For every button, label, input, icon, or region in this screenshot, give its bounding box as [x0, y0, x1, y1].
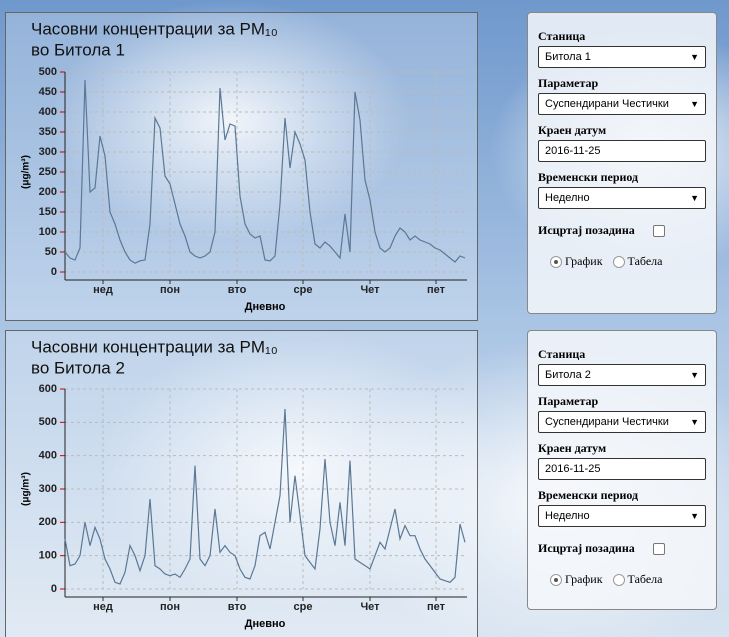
x-axis-label: Дневно — [245, 618, 286, 630]
x-tick-label: Чет — [360, 284, 380, 296]
dropdown-arrow: ▼ — [690, 417, 699, 427]
y-tick-label: 200 — [39, 186, 57, 198]
date-input[interactable]: 2016-11-25 — [538, 140, 706, 162]
data-line — [64, 408, 466, 585]
background-checkbox[interactable] — [652, 543, 665, 556]
y-tick-label: 50 — [45, 246, 57, 258]
y-axis-label: (μg/m³) — [21, 155, 32, 189]
date-label: Краен датум — [538, 123, 607, 137]
y-tick-label: 0 — [51, 266, 57, 278]
period-select[interactable]: Неделно ▼ — [538, 505, 706, 527]
station-value: Битола 1 — [545, 51, 591, 63]
x-tick-label: нед — [93, 284, 113, 296]
background-row: Исцртај позадина — [538, 541, 706, 556]
y-tick-label: 350 — [39, 126, 57, 138]
parameter-select[interactable]: Суспендирани Честички ▼ — [538, 411, 706, 433]
parameter-select[interactable]: Суспендирани Честички ▼ — [538, 93, 706, 115]
y-tick-label: 300 — [39, 146, 57, 158]
period-value: Неделно — [545, 510, 590, 522]
x-tick-label: Чет — [360, 601, 380, 613]
date-label: Краен датум — [538, 441, 607, 455]
chart-title: Часовни концентрации за PM₁₀ — [31, 337, 278, 356]
dropdown-arrow: ▼ — [690, 193, 699, 203]
x-tick-label: пон — [160, 284, 180, 296]
dropdown-arrow: ▼ — [690, 511, 699, 521]
y-tick-label: 400 — [39, 450, 57, 462]
y-tick-label: 600 — [39, 383, 57, 395]
table-radio[interactable] — [612, 574, 625, 587]
chart-frame — [5, 12, 478, 321]
station-label: Станица — [538, 347, 586, 361]
y-tick-label: 150 — [39, 206, 57, 218]
station-select[interactable]: Битола 2 ▼ — [538, 364, 706, 386]
period-select[interactable]: Неделно ▼ — [538, 187, 706, 209]
y-tick-label: 100 — [39, 550, 57, 562]
chart-subtitle: во Битола 2 — [31, 358, 125, 377]
table-radio[interactable] — [612, 256, 625, 269]
background-label: Исцртај позадина — [538, 541, 635, 555]
x-tick-label: пет — [427, 601, 446, 613]
station-value: Битола 2 — [545, 369, 591, 381]
background-label: Исцртај позадина — [538, 223, 635, 237]
x-tick-label: пон — [160, 601, 180, 613]
date-value: 2016-11-25 — [545, 145, 601, 157]
x-tick-label: вто — [228, 601, 247, 613]
period-label: Временски период — [538, 488, 639, 502]
x-tick-label: сре — [294, 284, 313, 296]
background-row: Исцртај позадина — [538, 223, 706, 238]
y-tick-label: 400 — [39, 106, 57, 118]
control-panel: Станица Битола 1 ▼ Параметар Суспендирани Че… — [527, 12, 717, 314]
chart-option: График — [565, 572, 603, 586]
y-tick-label: 250 — [39, 166, 57, 178]
x-tick-label: вто — [228, 284, 247, 296]
parameter-value: Суспендирани Честички — [545, 98, 669, 110]
data-line — [64, 79, 466, 264]
control-panel: Станица Битола 2 ▼ Параметар Суспендирани Че… — [527, 330, 717, 610]
background-checkbox[interactable] — [652, 225, 665, 238]
y-tick-label: 500 — [39, 66, 57, 78]
y-tick-label: 500 — [39, 416, 57, 428]
y-tick-label: 200 — [39, 516, 57, 528]
date-value: 2016-11-25 — [545, 463, 601, 475]
parameter-label: Параметар — [538, 76, 599, 90]
y-tick-label: 0 — [51, 583, 57, 595]
dropdown-arrow: ▼ — [690, 52, 699, 62]
y-tick-label: 450 — [39, 86, 57, 98]
x-tick-label: пет — [427, 284, 446, 296]
table-option: Табела — [627, 254, 663, 268]
dropdown-arrow: ▼ — [690, 99, 699, 109]
y-tick-label: 100 — [39, 226, 57, 238]
station-select[interactable]: Битола 1 ▼ — [538, 46, 706, 68]
chart-radio[interactable] — [550, 574, 562, 587]
parameter-label: Параметар — [538, 394, 599, 408]
station-label: Станица — [538, 29, 586, 43]
period-value: Неделно — [545, 192, 590, 204]
chart-subtitle: во Битола 1 — [31, 40, 125, 59]
y-tick-label: 300 — [39, 483, 57, 495]
table-option: Табела — [627, 572, 663, 586]
chart-radio[interactable] — [550, 256, 562, 269]
view-options: График Табела — [550, 254, 706, 269]
period-label: Временски период — [538, 170, 639, 184]
chart-title: Часовни концентрации за PM₁₀ — [31, 19, 278, 38]
view-options: График Табела — [550, 572, 706, 587]
x-axis-label: Дневно — [245, 301, 286, 313]
y-axis-label: (μg/m³) — [21, 472, 32, 506]
x-tick-label: нед — [93, 601, 113, 613]
parameter-value: Суспендирани Честички — [545, 416, 669, 428]
chart-frame — [5, 330, 478, 637]
chart-option: График — [565, 254, 603, 268]
date-input[interactable]: 2016-11-25 — [538, 458, 706, 480]
x-tick-label: сре — [294, 601, 313, 613]
dropdown-arrow: ▼ — [690, 370, 699, 380]
